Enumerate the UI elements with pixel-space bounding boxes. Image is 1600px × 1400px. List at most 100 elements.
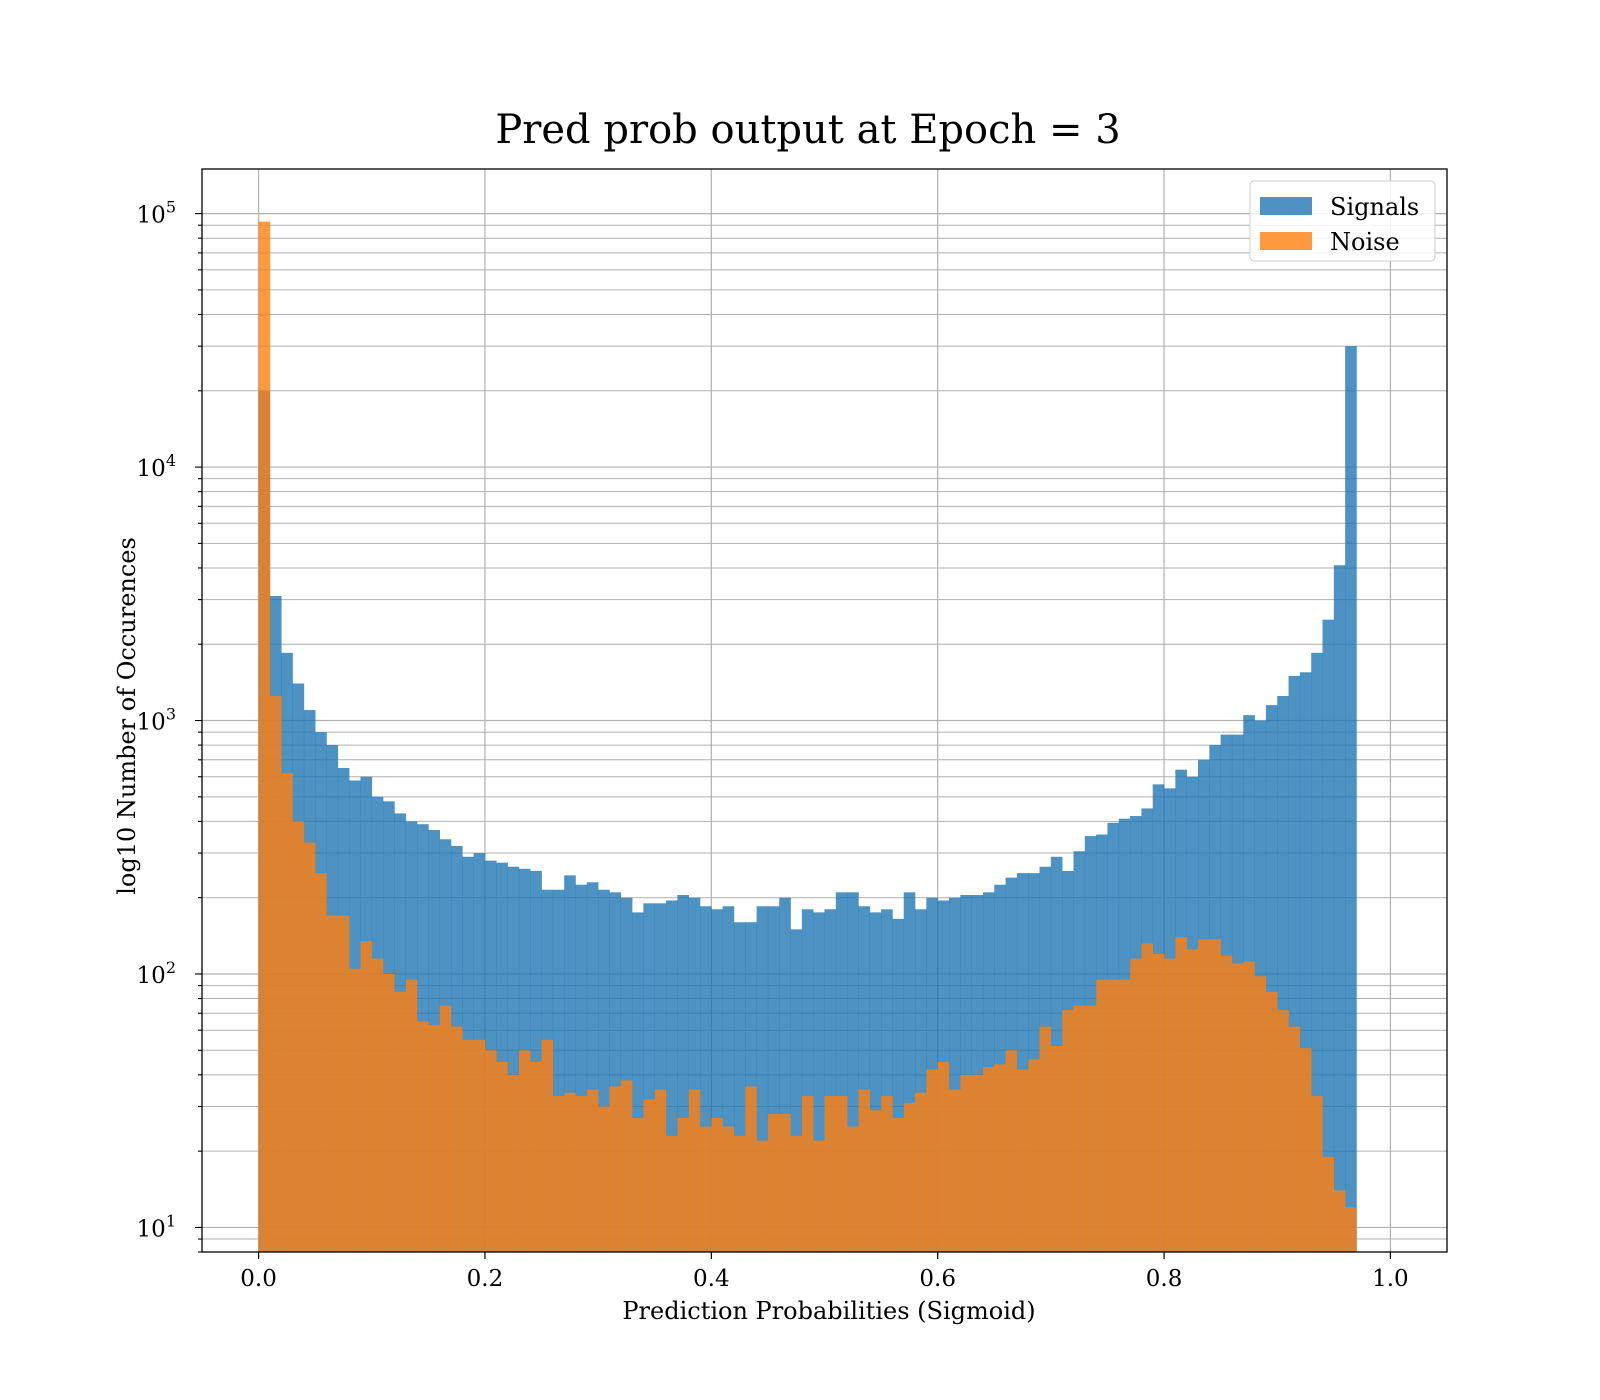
signals-bar <box>620 897 633 1252</box>
signals-bar <box>632 912 644 1252</box>
noise-bar <box>1005 1050 1018 1252</box>
y-tick-label: 105 <box>137 198 176 229</box>
signals-bar <box>1265 705 1278 1252</box>
noise-bar <box>1322 1156 1335 1252</box>
noise-bar <box>1333 1190 1346 1252</box>
noise-bar <box>971 1074 984 1252</box>
x-tick-label: 1.0 <box>1372 1266 1409 1292</box>
noise-bar <box>1062 1010 1074 1252</box>
noise-bar <box>960 1074 972 1252</box>
noise-bar <box>1050 1045 1063 1252</box>
noise-bar <box>881 1096 893 1252</box>
signals-bar <box>858 906 871 1252</box>
plot-frame <box>201 168 1448 1253</box>
signals-bar <box>609 892 622 1252</box>
noise-bar <box>982 1066 995 1252</box>
signals-bar <box>643 903 656 1252</box>
noise-bar <box>666 1135 678 1252</box>
signals-bar <box>586 882 599 1252</box>
noise-bar <box>813 1140 825 1252</box>
noise-bar <box>337 915 350 1252</box>
x-tick-label: 0.6 <box>919 1266 956 1292</box>
series-noise <box>258 221 1357 1253</box>
signals-bar <box>1311 652 1323 1252</box>
signals-bar <box>598 889 610 1252</box>
noise-bar <box>564 1092 576 1252</box>
noise-bar <box>1175 936 1187 1252</box>
chart-title: Pred prob output at Epoch = 3 <box>495 107 1120 153</box>
signals-bar <box>835 892 848 1252</box>
noise-bar <box>1243 961 1255 1252</box>
signals-bar <box>949 897 961 1252</box>
noise-bar <box>1016 1069 1029 1252</box>
signals-bar <box>756 906 769 1252</box>
axes-layer: 0.0 0.2 0.4 0.6 0.8 1.0 101 102 103 104 105 <box>137 168 1448 1292</box>
noise-bar <box>1152 953 1165 1252</box>
signals-bar <box>1288 675 1301 1252</box>
signals-bar <box>654 903 667 1252</box>
noise-bar <box>858 1089 871 1252</box>
noise-bar <box>1164 958 1176 1252</box>
noise-bar <box>1107 979 1120 1252</box>
signals-bar <box>790 929 803 1252</box>
noise-bar <box>315 873 327 1252</box>
noise-bar <box>507 1074 520 1252</box>
noise-bar <box>677 1118 689 1252</box>
noise-bar <box>688 1089 701 1252</box>
noise-bar <box>790 1135 803 1252</box>
noise-bar <box>586 1089 599 1252</box>
noise-bar <box>869 1110 882 1252</box>
noise-bar <box>779 1114 791 1252</box>
noise-bar <box>835 1096 848 1252</box>
noise-bar <box>303 842 316 1252</box>
signals-bar <box>1322 619 1335 1252</box>
noise-bar <box>1277 1010 1289 1252</box>
noise-bar <box>824 1096 837 1252</box>
noise-bar <box>1073 1005 1086 1252</box>
signals-bar <box>881 909 893 1252</box>
noise-bar <box>1186 949 1199 1252</box>
noise-bar <box>417 1021 429 1252</box>
signals-bar <box>733 922 746 1252</box>
noise-bar <box>1096 979 1108 1252</box>
noise-bar <box>1299 1048 1312 1252</box>
y-tick-label: 103 <box>137 705 176 736</box>
noise-bar <box>1265 991 1278 1252</box>
noise-bar <box>1231 963 1244 1252</box>
noise-bar <box>756 1140 769 1252</box>
noise-bar <box>1028 1059 1040 1252</box>
noise-bar <box>1311 1096 1323 1252</box>
noise-bar <box>269 695 282 1252</box>
noise-bar <box>484 1050 497 1252</box>
noise-bar <box>575 1096 588 1252</box>
signals-bar <box>1345 346 1357 1252</box>
signals-bar <box>711 909 723 1252</box>
legend-label-signals: Signals <box>1330 193 1419 221</box>
noise-bar <box>1254 976 1267 1252</box>
noise-bar <box>722 1126 735 1252</box>
noise-bar <box>518 1050 531 1252</box>
x-tick-label: 0.2 <box>467 1266 504 1292</box>
signals-bar <box>700 906 712 1252</box>
noise-bar <box>801 1096 814 1252</box>
x-tick-label: 0.0 <box>240 1266 277 1292</box>
noise-bar <box>1084 1005 1097 1252</box>
noise-bar <box>892 1118 905 1252</box>
noise-bar <box>473 1039 486 1252</box>
noise-bar <box>926 1069 938 1252</box>
signals-bar <box>824 909 837 1252</box>
signals-bar <box>767 906 780 1252</box>
signals-bar <box>813 912 825 1252</box>
legend-swatch-signals <box>1260 197 1312 215</box>
noise-bar <box>360 940 373 1252</box>
noise-bar <box>733 1135 746 1252</box>
noise-bar <box>496 1061 508 1252</box>
noise-bar <box>1220 955 1233 1252</box>
noise-bar <box>1198 939 1210 1252</box>
noise-bar <box>598 1106 610 1252</box>
noise-bar <box>915 1092 927 1252</box>
y-tick-label: 104 <box>137 451 176 482</box>
noise-bar <box>711 1118 723 1252</box>
